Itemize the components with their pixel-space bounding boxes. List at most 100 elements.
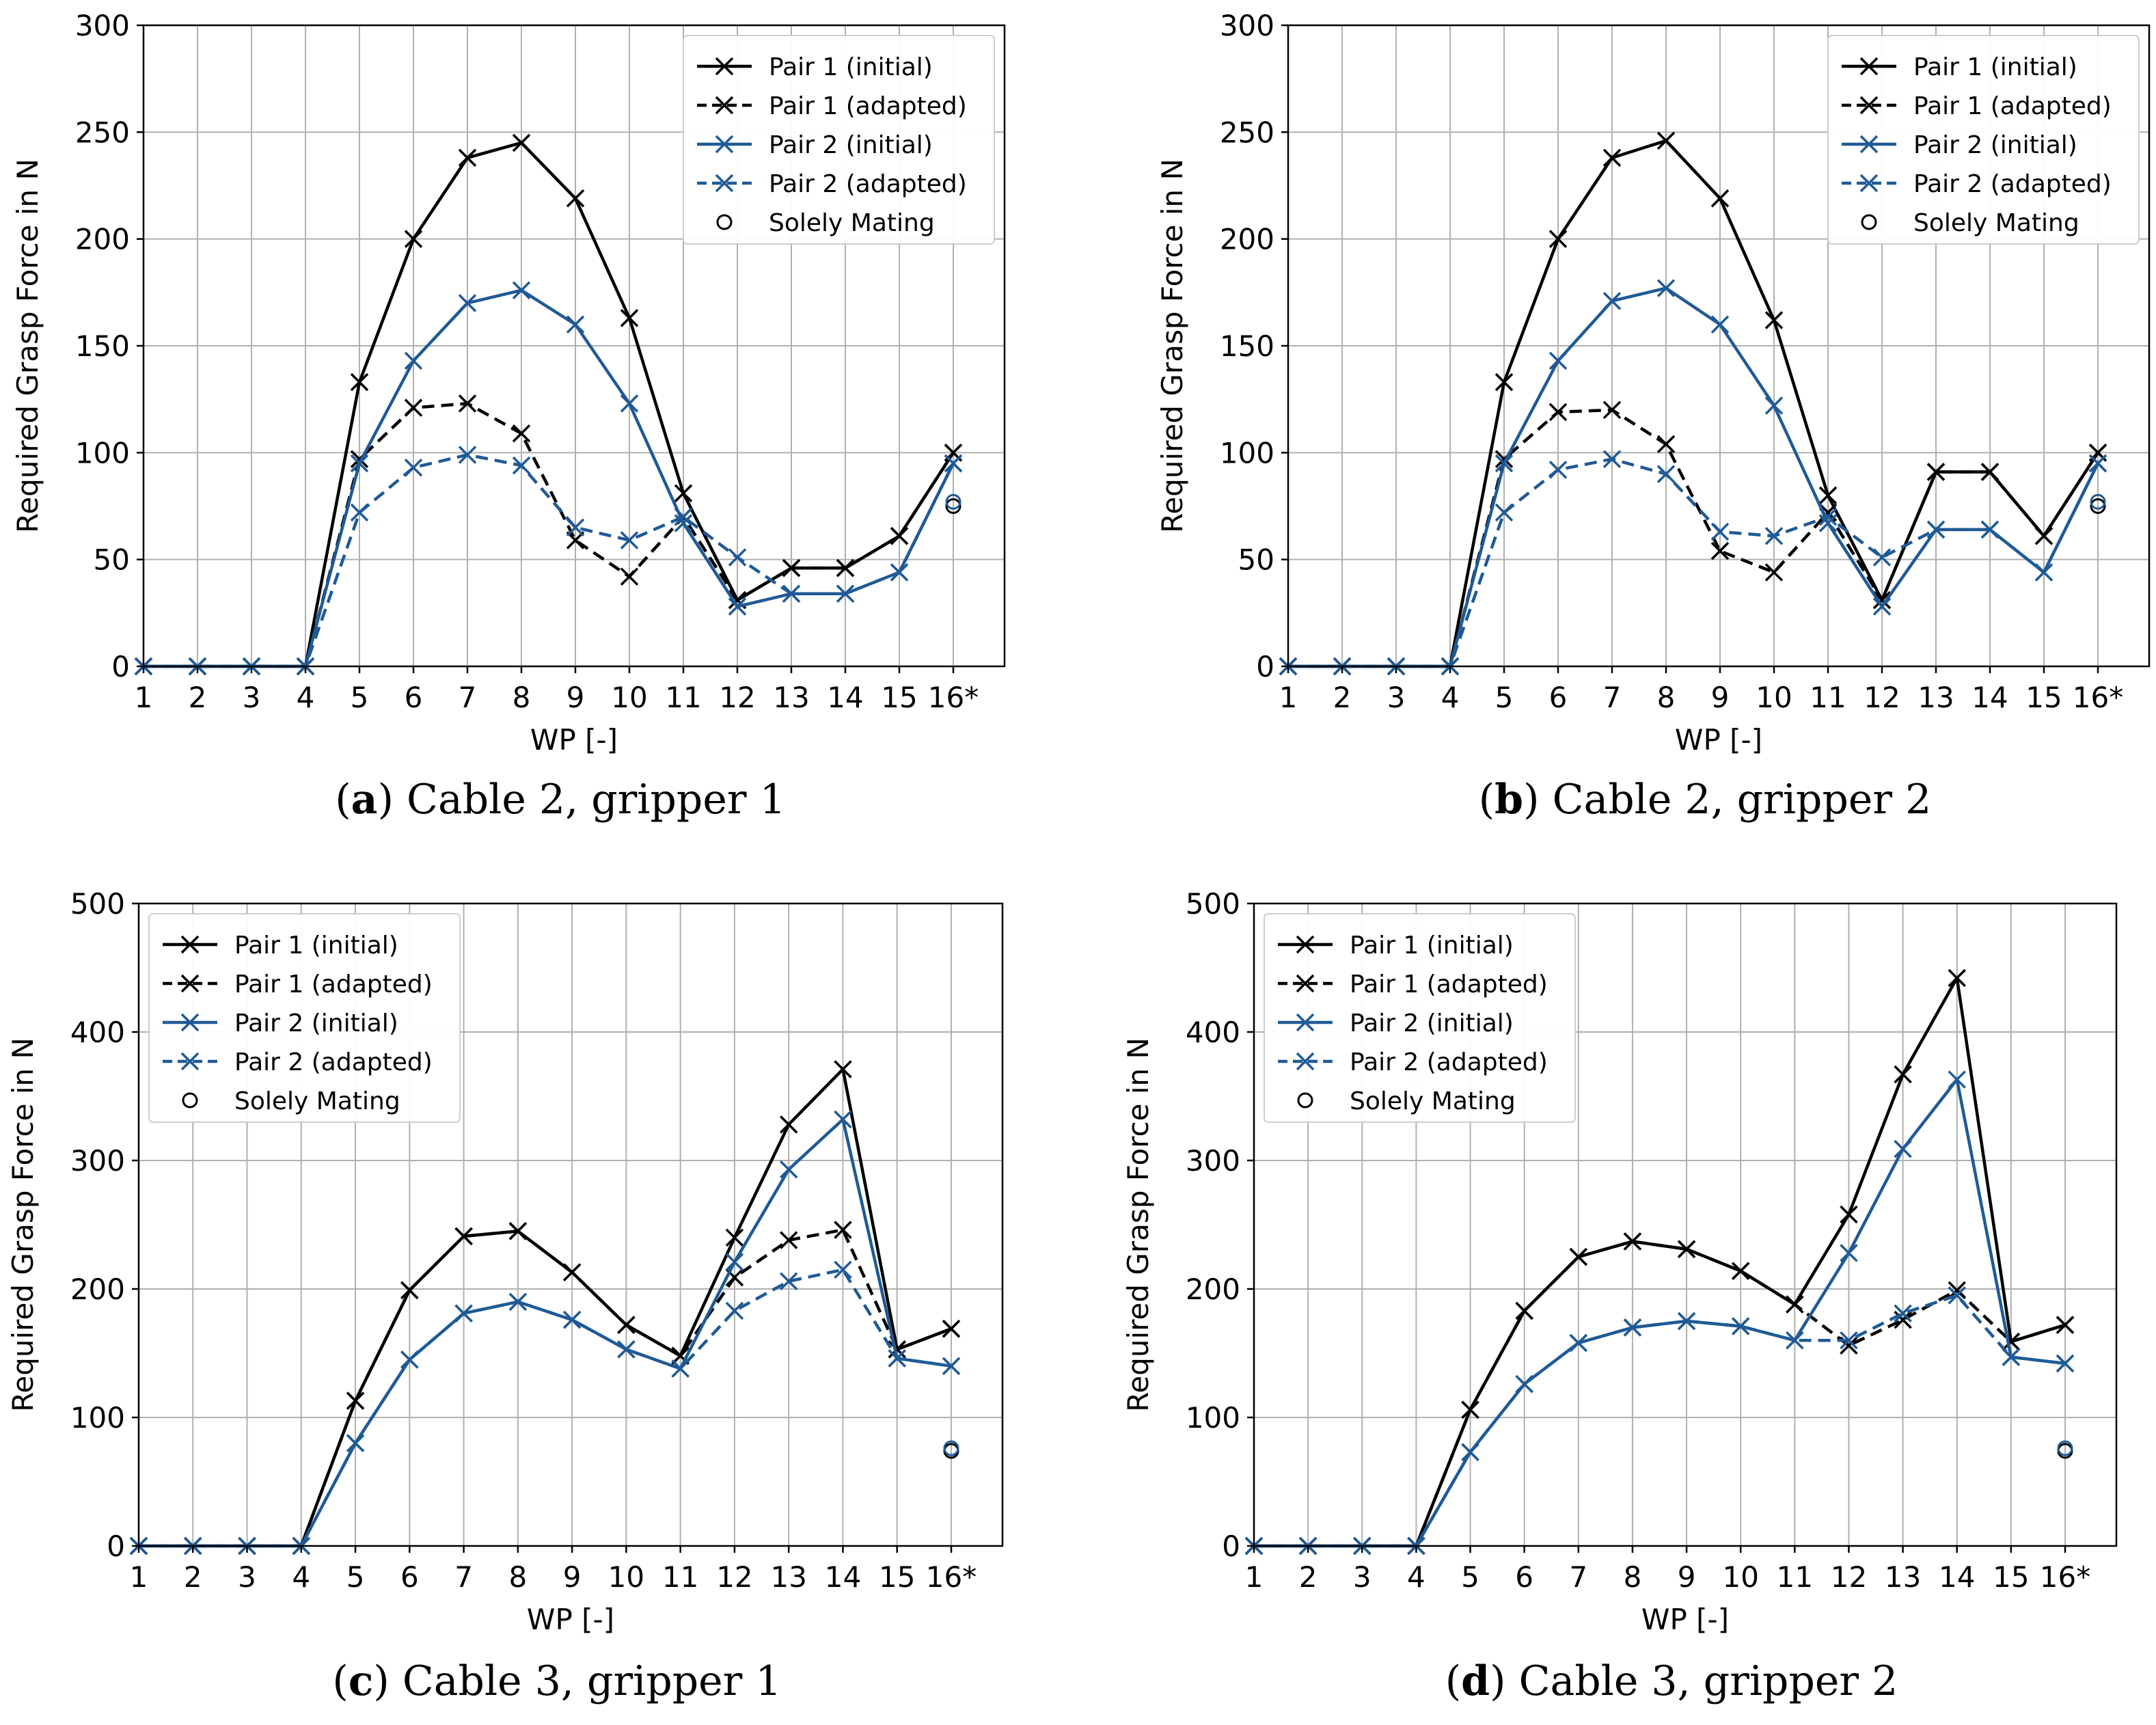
data-point-marker <box>404 351 423 370</box>
data-point-marker <box>1894 1065 1912 1084</box>
y-tick-label: 200 <box>1220 223 1274 256</box>
data-point-marker <box>1677 1240 1696 1258</box>
data-point-marker <box>512 281 531 299</box>
legend-circle-sample <box>716 214 733 230</box>
y-axis-label: Required Grasp Force in N <box>1121 1037 1155 1412</box>
data-point-marker <box>834 1260 852 1279</box>
legend-label: Pair 1 (initial) <box>1913 53 2077 81</box>
legend-label: Pair 2 (initial) <box>769 131 933 159</box>
data-point-marker <box>404 230 423 248</box>
data-point-marker <box>1602 148 1622 167</box>
x-tick-label: 10 <box>1722 1560 1758 1594</box>
data-point-marker <box>1948 968 1966 988</box>
data-point-marker <box>620 567 639 586</box>
data-point-marker <box>1656 465 1676 483</box>
data-point-marker <box>1926 463 1946 481</box>
x-tick-label: 5 <box>1461 1560 1479 1594</box>
legend-entry: Pair 1 (initial) <box>1278 932 1514 960</box>
series-line-3 <box>1288 286 2100 668</box>
x-tick-label: 16* <box>2040 1560 2090 1594</box>
data-point-marker <box>1710 315 1730 334</box>
x-tick-label: 3 <box>243 681 261 714</box>
legend-label: Pair 1 (adapted) <box>234 970 433 999</box>
x-tick-label: 1 <box>135 681 153 714</box>
legend-label: Solely Mating <box>1913 209 2079 237</box>
x-tick-label: 9 <box>563 1560 582 1594</box>
legend-entry: Pair 1 (adapted) <box>1842 92 2112 120</box>
legend-marker <box>1296 1052 1315 1071</box>
y-tick-label: 100 <box>1186 1401 1240 1435</box>
data-point-marker <box>1764 527 1784 545</box>
y-tick-label: 0 <box>1222 1530 1240 1563</box>
data-point-marker <box>1948 1286 1966 1305</box>
data-point-marker <box>1677 1312 1696 1331</box>
data-point-marker <box>1548 230 1568 248</box>
legend-label: Pair 2 (initial) <box>234 1009 398 1037</box>
x-tick-label: 2 <box>184 1560 202 1594</box>
data-point-marker <box>2056 1316 2075 1334</box>
x-tick-label: 1 <box>1279 681 1298 714</box>
legend-marker <box>180 935 200 954</box>
y-tick-label: 50 <box>1238 543 1274 577</box>
data-point-marker <box>1731 1262 1750 1280</box>
y-tick-label: 50 <box>94 543 130 577</box>
legend-entry: Pair 1 (initial) <box>1842 53 2077 81</box>
data-point-marker <box>1656 279 1676 297</box>
x-tick-label: 13 <box>1885 1560 1921 1594</box>
data-point-marker <box>562 1310 582 1329</box>
legend-entry: Pair 1 (adapted) <box>697 92 967 120</box>
y-tick-label: 400 <box>70 1016 125 1049</box>
legend-entry: Solely Mating <box>1297 1087 1516 1115</box>
legend-label: Pair 1 (initial) <box>1350 932 1514 960</box>
legend: Pair 1 (initial) Pair 1 (adapted) Pair 2 (… <box>1827 35 2140 245</box>
x-tick-label: 2 <box>189 681 207 714</box>
y-tick-label: 300 <box>70 1144 125 1178</box>
x-axis-label: WP [-] <box>1641 1603 1729 1636</box>
x-tick-label: 15 <box>881 681 917 714</box>
legend-entry: Solely Mating <box>182 1087 400 1115</box>
x-tick-label: 5 <box>351 681 369 714</box>
data-point-marker <box>1894 1304 1912 1322</box>
x-tick-label: 2 <box>1299 1560 1318 1594</box>
figure-caption: (a) Cable 2, gripper 1 <box>335 776 786 824</box>
figure-caption: (c) Cable 3, gripper 1 <box>332 1657 781 1705</box>
x-tick-label: 6 <box>1515 1560 1533 1594</box>
x-tick-label: 6 <box>400 1560 419 1594</box>
y-tick-label: 200 <box>1186 1273 1240 1306</box>
data-point-marker <box>1980 520 2000 539</box>
data-point-marker <box>2056 1354 2075 1373</box>
solely-mating-marker <box>945 498 961 514</box>
data-point-marker <box>1872 597 1892 616</box>
x-tick-label: 5 <box>346 1560 365 1594</box>
data-point-marker <box>512 456 531 475</box>
data-point-marker <box>779 1160 798 1179</box>
x-tick-label: 7 <box>454 1560 473 1594</box>
x-tick-label: 14 <box>825 1560 861 1594</box>
legend-marker <box>180 1052 200 1071</box>
x-tick-label: 13 <box>773 681 809 714</box>
x-tick-label: 7 <box>1603 681 1622 714</box>
data-point-marker <box>782 584 801 603</box>
x-tick-label: 7 <box>1569 1560 1587 1594</box>
legend-entry: Pair 2 (initial) <box>1842 131 2077 159</box>
plot-frame <box>137 902 1004 1547</box>
series-line-4 <box>144 453 955 668</box>
series-line-2 <box>139 1228 952 1548</box>
x-tick-label: 4 <box>292 1560 310 1594</box>
data-point-marker <box>1731 1317 1750 1335</box>
series-line-2 <box>144 402 955 668</box>
data-point-marker <box>350 503 369 522</box>
x-tick-label: 2 <box>1333 681 1352 714</box>
data-point-marker <box>888 1349 906 1368</box>
y-tick-label: 100 <box>70 1401 125 1435</box>
x-tick-label: 8 <box>513 681 531 714</box>
data-point-marker <box>725 1301 744 1320</box>
legend-entry: Pair 2 (initial) <box>1278 1009 1514 1037</box>
legend-marker <box>1859 135 1879 154</box>
x-tick-label: 9 <box>567 681 585 714</box>
x-axis-label: WP [-] <box>530 723 618 757</box>
legend-entry: Pair 2 (initial) <box>163 1009 398 1037</box>
x-tick-label: 3 <box>1387 681 1406 714</box>
data-point-marker <box>1710 189 1730 208</box>
data-point-marker <box>834 1221 852 1239</box>
